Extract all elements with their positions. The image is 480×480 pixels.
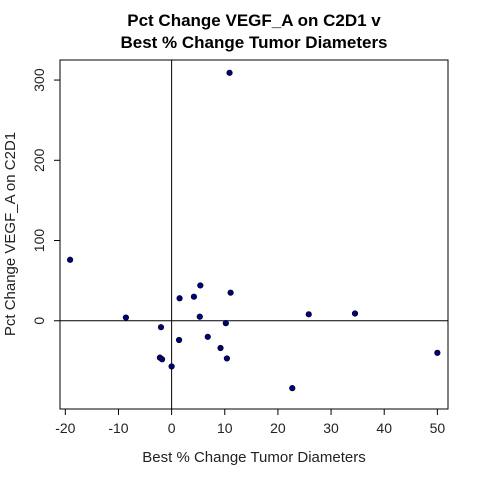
data-point bbox=[226, 69, 233, 76]
x-axis-ticks: -20 -10 0 10 20 30 40 50 bbox=[55, 409, 445, 436]
data-point bbox=[227, 289, 234, 296]
data-point bbox=[434, 349, 441, 356]
x-tick-label: 30 bbox=[323, 420, 339, 436]
data-point bbox=[190, 293, 198, 300]
data-point bbox=[158, 356, 166, 363]
x-tick-label: 40 bbox=[376, 420, 392, 436]
data-point bbox=[351, 310, 359, 317]
data-point bbox=[176, 295, 183, 302]
reference-lines bbox=[60, 60, 448, 409]
chart-title-line-1: Pct Change VEGF_A on C2D1 v bbox=[127, 11, 381, 30]
data-point bbox=[66, 256, 74, 263]
y-tick-label: 0 bbox=[31, 317, 47, 325]
x-axis-label: Best % Change Tumor Diameters bbox=[142, 449, 365, 466]
data-point bbox=[204, 333, 211, 340]
x-tick-label: 0 bbox=[168, 420, 176, 436]
y-tick-label: 100 bbox=[31, 229, 47, 253]
data-point bbox=[122, 314, 130, 321]
x-tick-label: 10 bbox=[217, 420, 233, 436]
chart-title-line-2: Best % Change Tumor Diameters bbox=[120, 33, 387, 52]
y-tick-label: 200 bbox=[31, 148, 47, 172]
data-point bbox=[223, 355, 230, 362]
y-tick-label: 300 bbox=[31, 68, 47, 92]
data-point bbox=[197, 282, 204, 289]
data-point bbox=[289, 385, 296, 392]
data-point bbox=[222, 320, 229, 327]
data-point bbox=[168, 363, 175, 370]
x-tick-label: 20 bbox=[270, 420, 286, 436]
data-point bbox=[157, 324, 165, 331]
x-tick-label: -20 bbox=[55, 420, 75, 436]
y-axis-label: Pct Change VEGF_A on C2D1 bbox=[2, 132, 19, 336]
x-tick-label: 50 bbox=[430, 420, 446, 436]
data-point bbox=[196, 313, 203, 320]
data-point bbox=[305, 311, 312, 318]
y-axis-ticks: 0 100 200 300 bbox=[31, 68, 60, 325]
data-point bbox=[175, 336, 183, 344]
data-points bbox=[66, 69, 441, 392]
plot-frame bbox=[59, 59, 449, 410]
data-point bbox=[217, 344, 224, 352]
x-tick-label: -10 bbox=[108, 420, 128, 436]
